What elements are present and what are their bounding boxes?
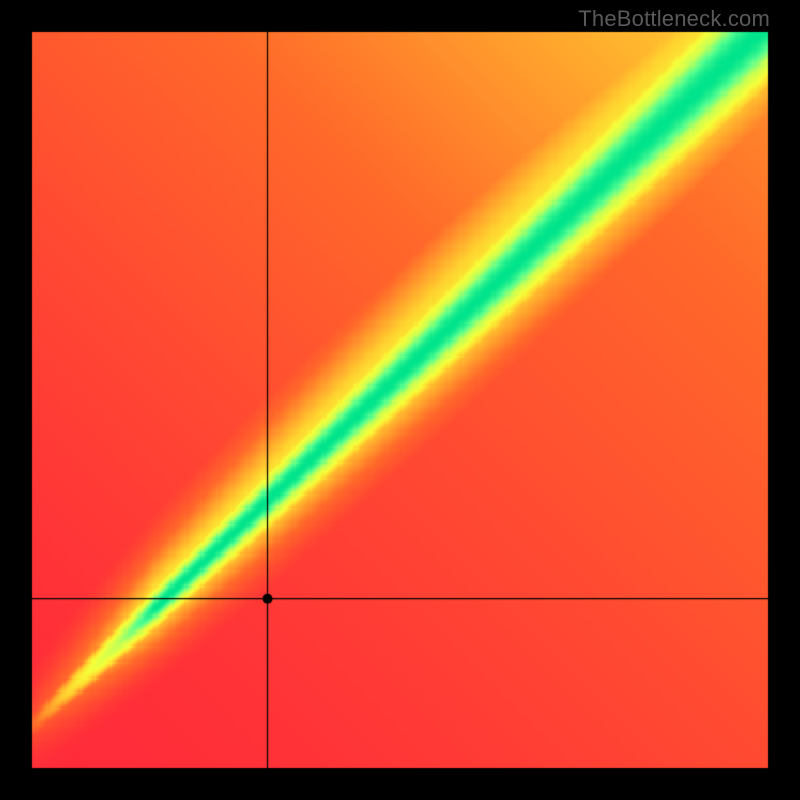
watermark-text: TheBottleneck.com (578, 6, 770, 32)
bottleneck-heatmap (0, 0, 800, 800)
